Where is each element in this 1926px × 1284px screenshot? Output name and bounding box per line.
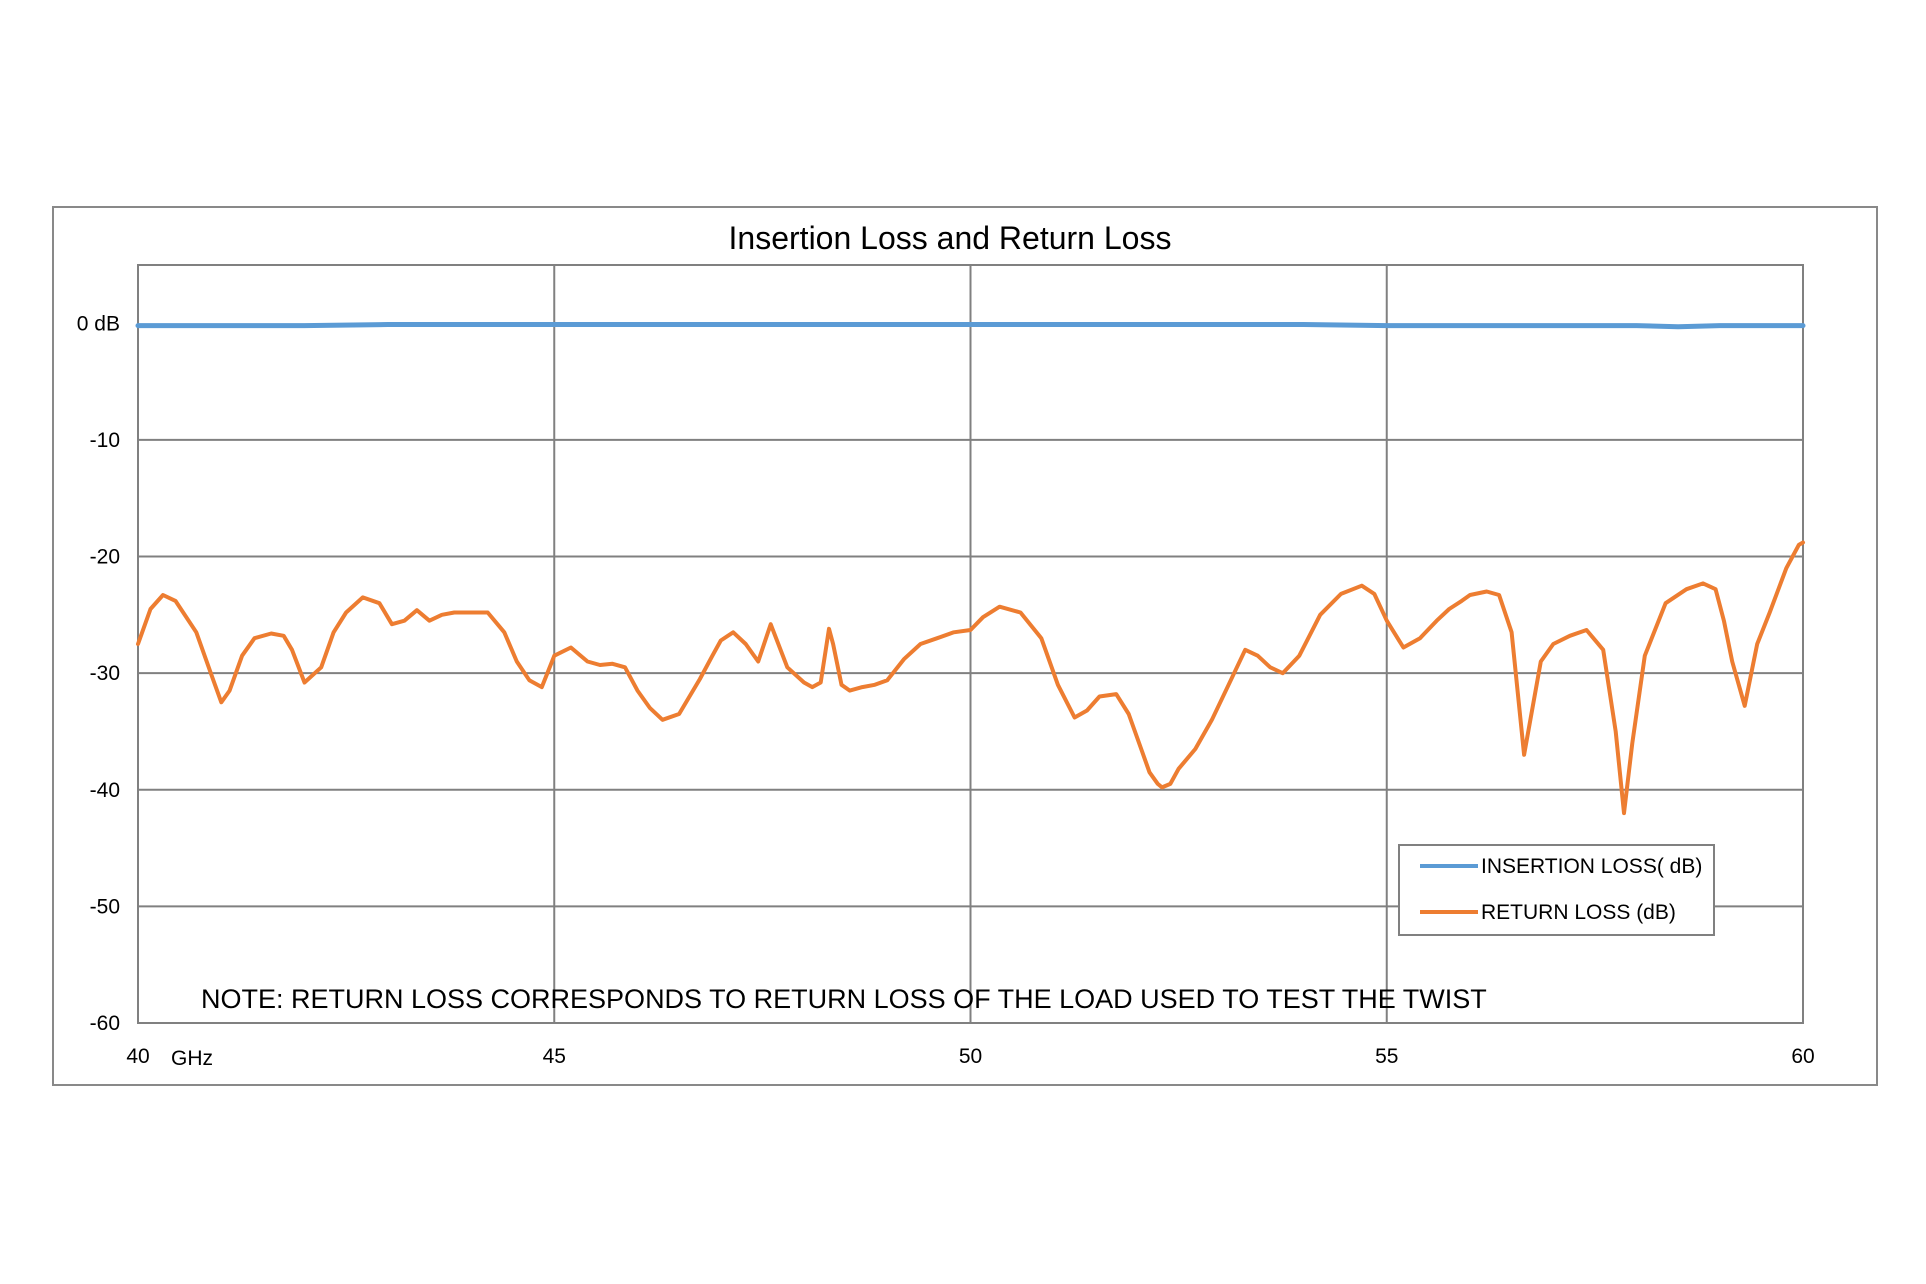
x-tick-label: 50 <box>959 1045 982 1068</box>
chart-frame <box>52 206 1878 1086</box>
x-axis-unit-label: GHz <box>171 1047 213 1070</box>
legend-label-return-loss: RETURN LOSS (dB) <box>1481 901 1676 924</box>
legend: INSERTION LOSS( dB) RETURN LOSS (dB) <box>1398 844 1715 936</box>
y-tick-label: -10 <box>90 429 120 452</box>
chart-title: Insertion Loss and Return Loss <box>729 220 1172 256</box>
series-line-return-loss <box>136 540 1805 816</box>
y-tick-label: -30 <box>90 662 120 685</box>
series-line-insertion-loss <box>135 322 1806 330</box>
series-layer <box>135 322 1806 816</box>
y-axis: 0 dB -10 -20 -30 -40 -50 -60 <box>77 312 120 1035</box>
legend-label-insertion-loss: INSERTION LOSS( dB) <box>1481 855 1702 878</box>
y-tick-label: -40 <box>90 779 120 802</box>
x-tick-label: 45 <box>543 1045 566 1068</box>
legend-box <box>1398 844 1715 936</box>
y-tick-label: 0 dB <box>77 312 120 335</box>
chart-note: NOTE: RETURN LOSS CORRESPONDS TO RETURN … <box>201 984 1487 1014</box>
y-tick-label: -50 <box>90 895 120 918</box>
y-tick-label: -20 <box>90 546 120 569</box>
x-tick-label: 40 <box>126 1045 149 1068</box>
x-tick-label: 60 <box>1791 1045 1814 1068</box>
x-axis: 40 45 50 55 60 <box>126 1045 1814 1068</box>
x-tick-label: 55 <box>1375 1045 1398 1068</box>
y-tick-label: -60 <box>90 1012 120 1035</box>
